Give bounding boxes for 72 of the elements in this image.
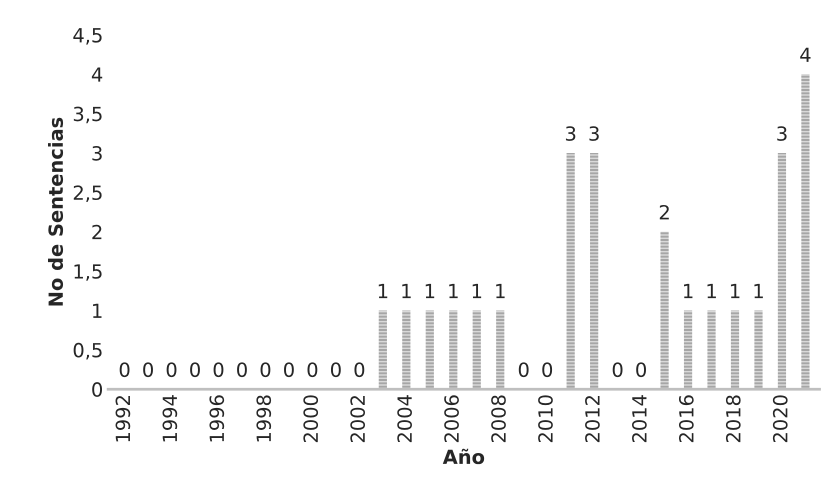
x-tick-label: 2004 <box>397 395 412 442</box>
x-axis-title: Año <box>442 448 484 464</box>
y-tick-label: 4 <box>92 68 102 82</box>
x-tick-label: 1996 <box>209 395 224 442</box>
bar <box>378 310 387 390</box>
data-label: 3 <box>566 126 576 141</box>
data-label: 1 <box>707 284 716 298</box>
y-tick-label: 0,5 <box>74 342 102 360</box>
y-tick-label: 1 <box>93 304 102 318</box>
y-tick-label: 2 <box>92 224 102 240</box>
data-label: 0 <box>190 362 200 378</box>
data-label: 0 <box>166 362 176 378</box>
bar <box>496 310 504 390</box>
x-tick-label: 2018 <box>726 395 741 442</box>
bar <box>660 232 669 390</box>
data-label: 3 <box>589 126 599 141</box>
data-label: 3 <box>777 126 787 141</box>
bar <box>402 310 410 390</box>
data-label: 1 <box>449 284 458 298</box>
data-label: 0 <box>143 362 153 378</box>
data-label: 1 <box>378 284 388 298</box>
data-label: 0 <box>330 362 341 378</box>
data-label: 0 <box>284 362 294 378</box>
x-tick-label: 2008 <box>491 395 506 442</box>
bar <box>754 310 763 390</box>
x-tick-label: 2014 <box>632 395 647 442</box>
data-label: 0 <box>260 362 270 378</box>
x-tick-label: 2012 <box>585 396 600 442</box>
data-label: 0 <box>237 362 247 378</box>
bar <box>778 153 786 390</box>
data-label: 1 <box>730 284 740 298</box>
data-label: 0 <box>120 362 130 378</box>
data-label: 1 <box>496 284 505 298</box>
y-tick-label: 2,5 <box>74 185 102 202</box>
data-label: 4 <box>800 48 811 62</box>
y-tick-label: 4,5 <box>73 28 102 45</box>
x-tick-label: 2002 <box>350 396 366 442</box>
data-label: 0 <box>612 362 623 378</box>
bar <box>801 74 810 390</box>
bar <box>449 310 458 390</box>
data-label: 0 <box>354 362 364 378</box>
bar <box>707 310 716 390</box>
data-label: 1 <box>472 284 482 298</box>
bar <box>426 310 434 390</box>
data-label: 0 <box>518 362 529 378</box>
data-label: 1 <box>402 284 411 298</box>
data-label: 1 <box>754 284 763 298</box>
bar <box>472 310 481 390</box>
x-tick-label: 2000 <box>303 395 318 442</box>
data-label: 1 <box>426 284 434 298</box>
y-axis-title: No de Sentencias <box>48 118 64 306</box>
data-label: 0 <box>214 362 224 378</box>
x-tick-label: 1998 <box>256 395 272 442</box>
y-tick-label: 3,5 <box>74 106 102 124</box>
y-tick-label: 0 <box>92 382 102 397</box>
x-tick-label: 2020 <box>772 395 788 442</box>
x-tick-label: 1992 <box>116 396 130 442</box>
data-label: 0 <box>636 362 646 378</box>
x-tick-label: 2016 <box>678 395 694 442</box>
data-label: 2 <box>660 204 669 220</box>
bar <box>590 153 598 390</box>
data-label: 1 <box>684 284 692 298</box>
bar <box>684 310 692 390</box>
data-label: 0 <box>308 362 318 378</box>
x-tick-label: 2006 <box>444 395 459 442</box>
bar <box>566 153 575 390</box>
bar <box>730 310 740 390</box>
x-tick-label: 2010 <box>538 395 553 442</box>
data-label: 0 <box>542 362 552 378</box>
y-tick-label: 3 <box>92 146 102 161</box>
x-tick-label: 1994 <box>162 395 178 442</box>
y-tick-label: 1,5 <box>74 264 102 281</box>
